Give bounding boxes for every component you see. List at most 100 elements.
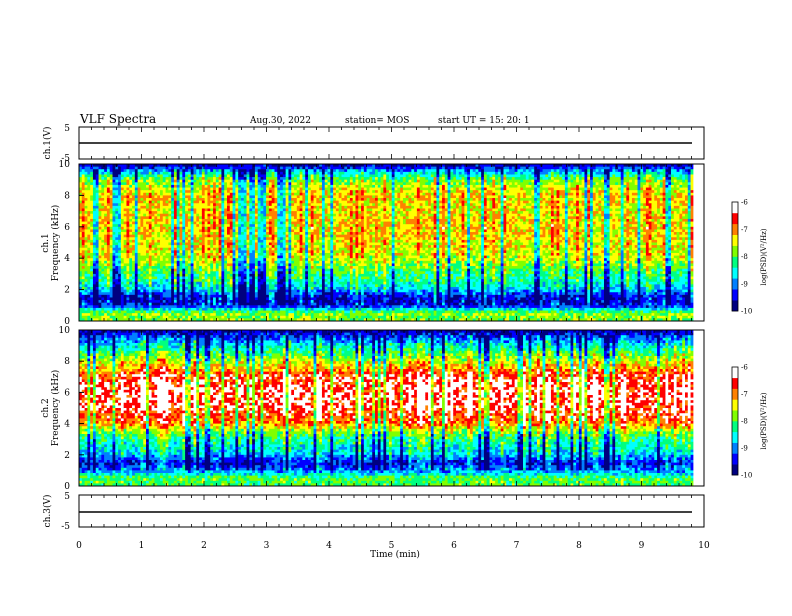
ch1-spectrogram-cell [244,243,247,246]
ch1-spectrogram-cell [213,300,216,303]
ch1-spectrogram-cell [202,269,205,272]
ch1-spectrogram-cell [308,180,311,183]
ch1-spectrogram-cell [286,308,289,311]
ch1-spectrogram-cell [207,216,210,219]
ch1-spectrogram-cell [194,216,197,219]
ch1-spectrogram-cell [101,222,104,225]
ch1-spectrogram-cell [213,303,216,306]
ch1-spectrogram-cell [255,269,258,272]
ch1-spectrogram-cell [219,277,222,280]
ch1-spectrogram-cell [288,245,291,248]
ch1-spectrogram-cell [160,266,163,269]
ch1-spectrogram-cell [171,300,174,303]
ch1-spectrogram-cell [288,313,291,316]
ch1-spectrogram-cell [168,243,171,246]
ch1-spectrogram-cell [90,198,93,201]
ch1-spectrogram-cell [216,300,219,303]
ch1-spectrogram-cell [168,214,171,217]
ch1-spectrogram-cell [235,222,238,225]
ch1-spectrogram-cell [191,245,194,248]
ch1-spectrogram-cell [185,258,188,261]
ch1-spectrogram-cell [90,271,93,274]
ch1-spectrogram-cell [202,201,205,204]
ch1-spectrogram-cell [124,253,127,256]
ch1-spectrogram-cell [199,250,202,253]
ch1-spectrogram-cell [129,316,132,319]
ch1-spectrogram-cell [126,253,129,256]
ch1-spectrogram-cell [87,198,90,201]
ch1-spectrogram-cell [194,211,197,214]
ch1-spectrogram-cell [101,211,104,214]
ch1-spectrogram-cell [205,222,208,225]
ch1-spectrogram-cell [138,224,141,227]
ch1-spectrogram-cell [286,271,289,274]
ch1-spectrogram-cell [96,248,99,251]
ch1-spectrogram-cell [252,201,255,204]
ch1-spectrogram-cell [230,274,233,277]
ch1-spectrogram-cell [283,297,286,300]
ch1-spectrogram-cell [135,303,138,306]
ch1-spectrogram-cell [199,201,202,204]
ch1-spectrogram-cell [96,250,99,253]
ch1-spectrogram-cell [288,300,291,303]
ch1-spectrogram-cell [124,245,127,248]
ch1-spectrogram-cell [182,279,185,282]
ch1-spectrogram-cell [255,308,258,311]
ch1-spectrogram-cell [255,180,258,183]
ch1-spectrogram-cell [87,284,90,287]
ch1-spectrogram-cell [171,174,174,177]
ch1-spectrogram-cell [233,313,236,316]
ch1-spectrogram-cell [124,243,127,246]
ch1-spectrogram-cell [143,300,146,303]
ch1-spectrogram-cell [113,201,116,204]
ch1-spectrogram-cell [216,295,219,298]
ch1-spectrogram-cell [185,174,188,177]
ch1-spectrogram-cell [124,266,127,269]
ch1-spectrogram-cell [149,295,152,298]
ch1-spectrogram-cell [82,185,85,188]
ch1-spectrogram-cell [221,308,224,311]
ch1-spectrogram-cell [146,290,149,293]
ch1-spectrogram-cell [143,297,146,300]
ch1-spectrogram-cell [160,219,163,222]
ch1-spectrogram-cell [177,256,180,259]
ch1-spectrogram-cell [149,201,152,204]
ch1-spectrogram-cell [210,269,213,272]
ch1-spectrogram-cell [110,300,113,303]
ch1-spectrogram-cell [216,174,219,177]
ch1-spectrogram-cell [107,206,110,209]
ch1-spectrogram-cell [126,271,129,274]
ch1-spectrogram-cell [115,211,118,214]
ch1-spectrogram-cell [194,169,197,172]
ch1-spectrogram-cell [249,243,252,246]
ch1-spectrogram-cell [280,266,283,269]
ch1-spectrogram-cell [227,216,230,219]
ch1-spectrogram-cell [277,300,280,303]
ch1-spectrogram-cell [174,203,177,206]
ch1-spectrogram-cell [124,232,127,235]
ch1-spectrogram-cell [160,182,163,185]
ch1-spectrogram-cell [202,222,205,225]
ch1-spectrogram-cell [291,248,294,251]
ch1-spectrogram-cell [302,313,305,316]
ch1-spectrogram-cell [96,203,99,206]
ch1-spectrogram-cell [230,282,233,285]
ch1-spectrogram-cell [261,235,264,238]
ch1-spectrogram-cell [194,243,197,246]
ch1-spectrogram-cell [230,229,233,232]
ch1-spectrogram-cell [224,190,227,193]
ch1-spectrogram-cell [266,227,269,230]
ch1-spectrogram-cell [294,240,297,243]
ch1-spectrogram-cell [90,266,93,269]
ch1-spectrogram-cell [294,203,297,206]
ch1-spectrogram-cell [99,240,102,243]
ch1-spectrogram-cell [160,195,163,198]
ch1-spectrogram-cell [85,195,88,198]
ch1-spectrogram-cell [191,240,194,243]
ch1-spectrogram-cell [99,258,102,261]
ch1-spectrogram-cell [154,297,157,300]
ch1-spectrogram-cell [199,208,202,211]
ch1-spectrogram-cell [305,300,308,303]
ch1-spectrogram-cell [138,282,141,285]
ch1-spectrogram-cell [113,224,116,227]
